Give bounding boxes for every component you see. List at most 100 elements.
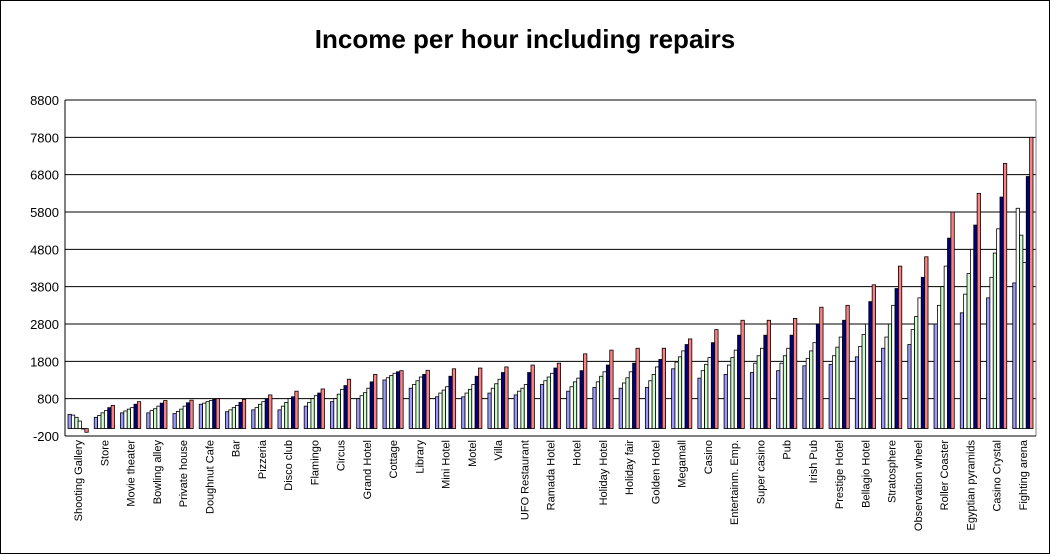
bar <box>835 346 840 429</box>
bar <box>910 329 915 429</box>
bar <box>684 344 689 429</box>
bar <box>415 380 420 429</box>
bar <box>599 375 604 429</box>
bar <box>389 375 394 429</box>
x-tick-label: Shooting Gallery <box>73 440 85 522</box>
bar <box>130 407 135 429</box>
bar <box>156 405 161 429</box>
bar <box>969 248 975 429</box>
bar <box>854 356 860 429</box>
bar <box>490 387 496 429</box>
bar <box>205 401 210 429</box>
bar <box>737 334 742 429</box>
bar <box>812 342 817 429</box>
bar <box>838 336 843 429</box>
bar <box>891 304 896 429</box>
x-tick-label: Prestige Hotel <box>834 440 846 509</box>
bar <box>179 408 184 429</box>
bar <box>268 394 273 429</box>
bar <box>940 286 945 429</box>
bar <box>280 405 286 429</box>
bar <box>228 409 233 429</box>
bar <box>644 387 650 429</box>
bar <box>163 400 168 429</box>
bar <box>959 312 965 429</box>
bar <box>399 370 404 429</box>
bar <box>487 392 492 429</box>
bar <box>97 415 102 429</box>
bar <box>198 403 203 429</box>
bar <box>966 273 971 429</box>
bar <box>782 355 788 429</box>
x-tick-label: Bowling alley <box>152 440 164 505</box>
x-tick-label: Flamingo <box>309 440 321 485</box>
bar <box>530 364 535 429</box>
bar <box>110 404 115 429</box>
x-tick-label: Holiday Hotel <box>598 440 610 505</box>
bar <box>550 372 555 429</box>
bar <box>425 369 430 429</box>
bar <box>307 401 312 429</box>
bar <box>802 365 807 429</box>
bar <box>438 392 443 429</box>
bar <box>120 412 125 429</box>
x-tick-label: Doughnut Cafe <box>204 440 216 514</box>
bar <box>356 398 361 429</box>
bar <box>241 399 247 429</box>
x-tick-label: Library <box>414 440 426 474</box>
bar <box>651 373 656 429</box>
bar <box>681 350 686 429</box>
bar <box>671 368 676 429</box>
bar <box>595 381 601 429</box>
bar <box>704 363 709 429</box>
x-tick-label: Observation wheel <box>913 440 925 531</box>
bar <box>556 362 562 429</box>
x-tick-label: Megamall <box>677 440 689 488</box>
bar <box>474 375 479 429</box>
bar <box>494 383 499 429</box>
x-tick-label: Casino Crystal <box>992 440 1004 512</box>
bar <box>385 377 391 429</box>
bar <box>884 336 889 429</box>
bar <box>396 371 401 429</box>
bar <box>661 347 666 429</box>
bar <box>172 413 177 429</box>
x-tick-label: Egyptian pyramids <box>965 440 977 531</box>
bar <box>84 428 89 433</box>
bar <box>153 408 158 429</box>
bar <box>845 304 850 429</box>
bar <box>733 349 738 429</box>
bar <box>363 392 368 429</box>
x-tick-label: Holiday fair <box>624 440 636 495</box>
bar <box>756 355 761 429</box>
bar <box>583 353 588 429</box>
bar <box>842 319 847 429</box>
bar <box>500 372 506 429</box>
bar <box>579 370 584 429</box>
bar <box>861 334 866 429</box>
bar <box>303 405 308 429</box>
x-tick-label: Bar <box>231 440 243 457</box>
bar <box>887 323 893 429</box>
bar <box>828 363 833 429</box>
y-tick-label: 800 <box>37 392 59 407</box>
bar <box>451 368 457 429</box>
bar <box>202 402 207 429</box>
bar <box>710 342 716 429</box>
bar <box>136 401 142 429</box>
bar <box>714 329 719 429</box>
bar <box>815 323 821 429</box>
x-tick-label: Pizzeria <box>257 439 269 479</box>
x-tick-label: Movie theater <box>126 440 138 507</box>
bar <box>898 265 903 429</box>
bar <box>359 395 364 429</box>
bar <box>569 386 574 429</box>
y-tick-label: 7800 <box>30 130 59 145</box>
bar <box>523 384 529 429</box>
x-tick-label: Disco club <box>283 440 295 491</box>
bar <box>937 304 942 429</box>
bar <box>93 416 99 429</box>
bar <box>947 237 952 429</box>
bar <box>688 338 693 429</box>
